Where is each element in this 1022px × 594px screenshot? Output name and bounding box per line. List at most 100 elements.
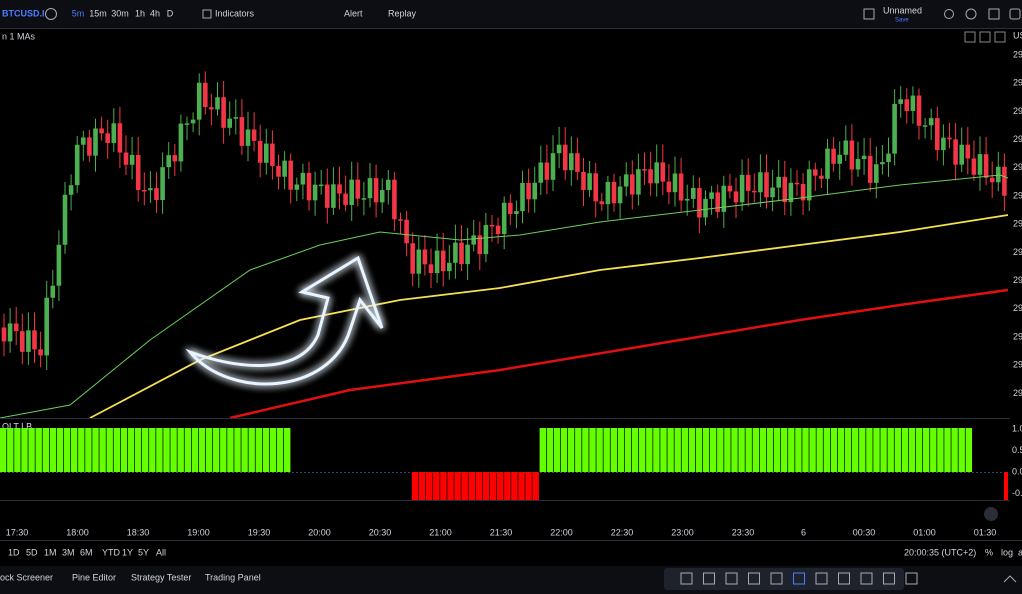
collapse-icon[interactable] [1003, 575, 1017, 583]
indicator-bar [766, 428, 774, 472]
indicator-bar [823, 428, 830, 472]
fullscreen-icon[interactable] [988, 8, 1000, 20]
range-button[interactable]: 1D [8, 547, 20, 557]
indicator-bar [163, 428, 170, 472]
candle-body [892, 103, 897, 154]
candle-body [587, 173, 592, 191]
drawing-tool[interactable] [748, 572, 760, 585]
bottom-tab[interactable]: Pine Editor [72, 572, 116, 582]
interval-button[interactable]: D [167, 8, 174, 18]
candle-body [416, 249, 422, 274]
pane-button[interactable] [979, 31, 991, 43]
indicator-bar [653, 428, 660, 472]
indicator-bar [837, 428, 845, 472]
indicator-bar [191, 428, 199, 472]
candle-body [398, 219, 403, 221]
candle-body [764, 172, 769, 198]
drawing-tool[interactable] [883, 572, 895, 585]
candle-body [562, 144, 568, 171]
indicator-bar [866, 428, 873, 472]
candle-body [935, 118, 940, 151]
indicator-bar [582, 428, 589, 472]
indicator-bar [887, 428, 894, 472]
indicator-bar [433, 472, 440, 516]
candle-body [959, 144, 964, 165]
candle-body [471, 235, 476, 245]
bottom-tab[interactable]: ock Screener [0, 572, 53, 582]
candle-body [111, 123, 117, 144]
pane-button[interactable] [994, 31, 1006, 43]
indicator-bar [575, 428, 582, 472]
drawing-tool[interactable] [815, 572, 828, 585]
drawing-tool[interactable] [860, 572, 873, 585]
pane-button[interactable] [964, 31, 976, 43]
settings-icon[interactable] [965, 8, 977, 20]
indicators-button[interactable]: Indicators [215, 8, 255, 18]
candle-body [312, 184, 318, 201]
range-button[interactable]: 6M [80, 547, 93, 557]
indicator-axis-label: 0.0 [1012, 466, 1022, 476]
log-toggle[interactable]: log [1001, 547, 1013, 557]
candle-body [898, 99, 903, 104]
range-button[interactable]: 5D [26, 547, 38, 557]
price-axis-label: 29 [1013, 49, 1022, 59]
range-button[interactable]: 1M [44, 547, 57, 557]
scroll-button[interactable] [984, 507, 998, 521]
range-button[interactable]: YTD [102, 547, 121, 557]
indicator-bar [830, 428, 838, 472]
indicator-bar [667, 428, 674, 472]
candle-body [806, 169, 812, 201]
indicator-bar [411, 472, 419, 516]
range-button[interactable]: 3M [62, 547, 75, 557]
candle-body [660, 162, 666, 182]
candle-body [142, 190, 147, 192]
interval-button[interactable]: 5m [72, 8, 85, 18]
range-button[interactable]: All [156, 547, 166, 557]
candle-body [26, 330, 31, 352]
indicator-bar [617, 428, 625, 472]
range-button[interactable]: 1Y [122, 547, 133, 557]
drawing-tool[interactable] [905, 572, 918, 585]
interval-button[interactable]: 1h [135, 8, 145, 18]
time-axis-label: 6 [801, 527, 806, 537]
alert-button[interactable]: Alert [344, 8, 363, 18]
interval-button[interactable]: 4h [150, 8, 160, 18]
bottom-tab[interactable]: Strategy Tester [131, 572, 191, 582]
replay-button[interactable]: Replay [388, 8, 417, 18]
candle-body [880, 162, 885, 165]
candle-body [977, 154, 983, 175]
indicator-bar [56, 428, 64, 472]
bottom-tab[interactable]: Trading Panel [205, 572, 261, 582]
drawing-tool[interactable] [793, 572, 805, 585]
layout-name[interactable]: Unnamed [883, 5, 922, 15]
percent-toggle[interactable]: % [985, 547, 993, 557]
range-button[interactable]: 5Y [138, 547, 149, 557]
indicator-bar [71, 428, 78, 472]
save-label[interactable]: Save [895, 18, 909, 24]
time-axis-label: 00:30 [853, 527, 876, 537]
add-symbol-icon[interactable] [45, 8, 57, 20]
candle-body [550, 153, 556, 180]
interval-button[interactable]: 15m [89, 8, 107, 18]
candle-body [837, 154, 842, 164]
screenshot-icon[interactable] [1009, 8, 1021, 20]
interval-button[interactable]: 30m [111, 8, 129, 18]
drawing-tool[interactable] [703, 572, 715, 585]
drawing-tool[interactable] [725, 572, 738, 585]
indicator-bar [859, 428, 866, 472]
candle-body [825, 148, 830, 179]
indicator-bar [28, 428, 35, 472]
time-axis-label: 22:00 [550, 527, 573, 537]
search-icon[interactable] [944, 9, 954, 19]
candle-body [325, 184, 330, 208]
candle-body [404, 219, 409, 244]
drawing-tool[interactable] [838, 572, 850, 585]
indicator-bar [944, 428, 951, 472]
drawing-tool[interactable] [680, 572, 693, 585]
time-axis-label: 22:30 [611, 527, 634, 537]
symbol[interactable]: BTCUSD.I [2, 8, 45, 18]
drawing-tool[interactable] [770, 572, 783, 585]
candle-body [928, 118, 934, 126]
time-axis [0, 500, 1022, 540]
auto-toggle[interactable]: a [1018, 547, 1022, 557]
